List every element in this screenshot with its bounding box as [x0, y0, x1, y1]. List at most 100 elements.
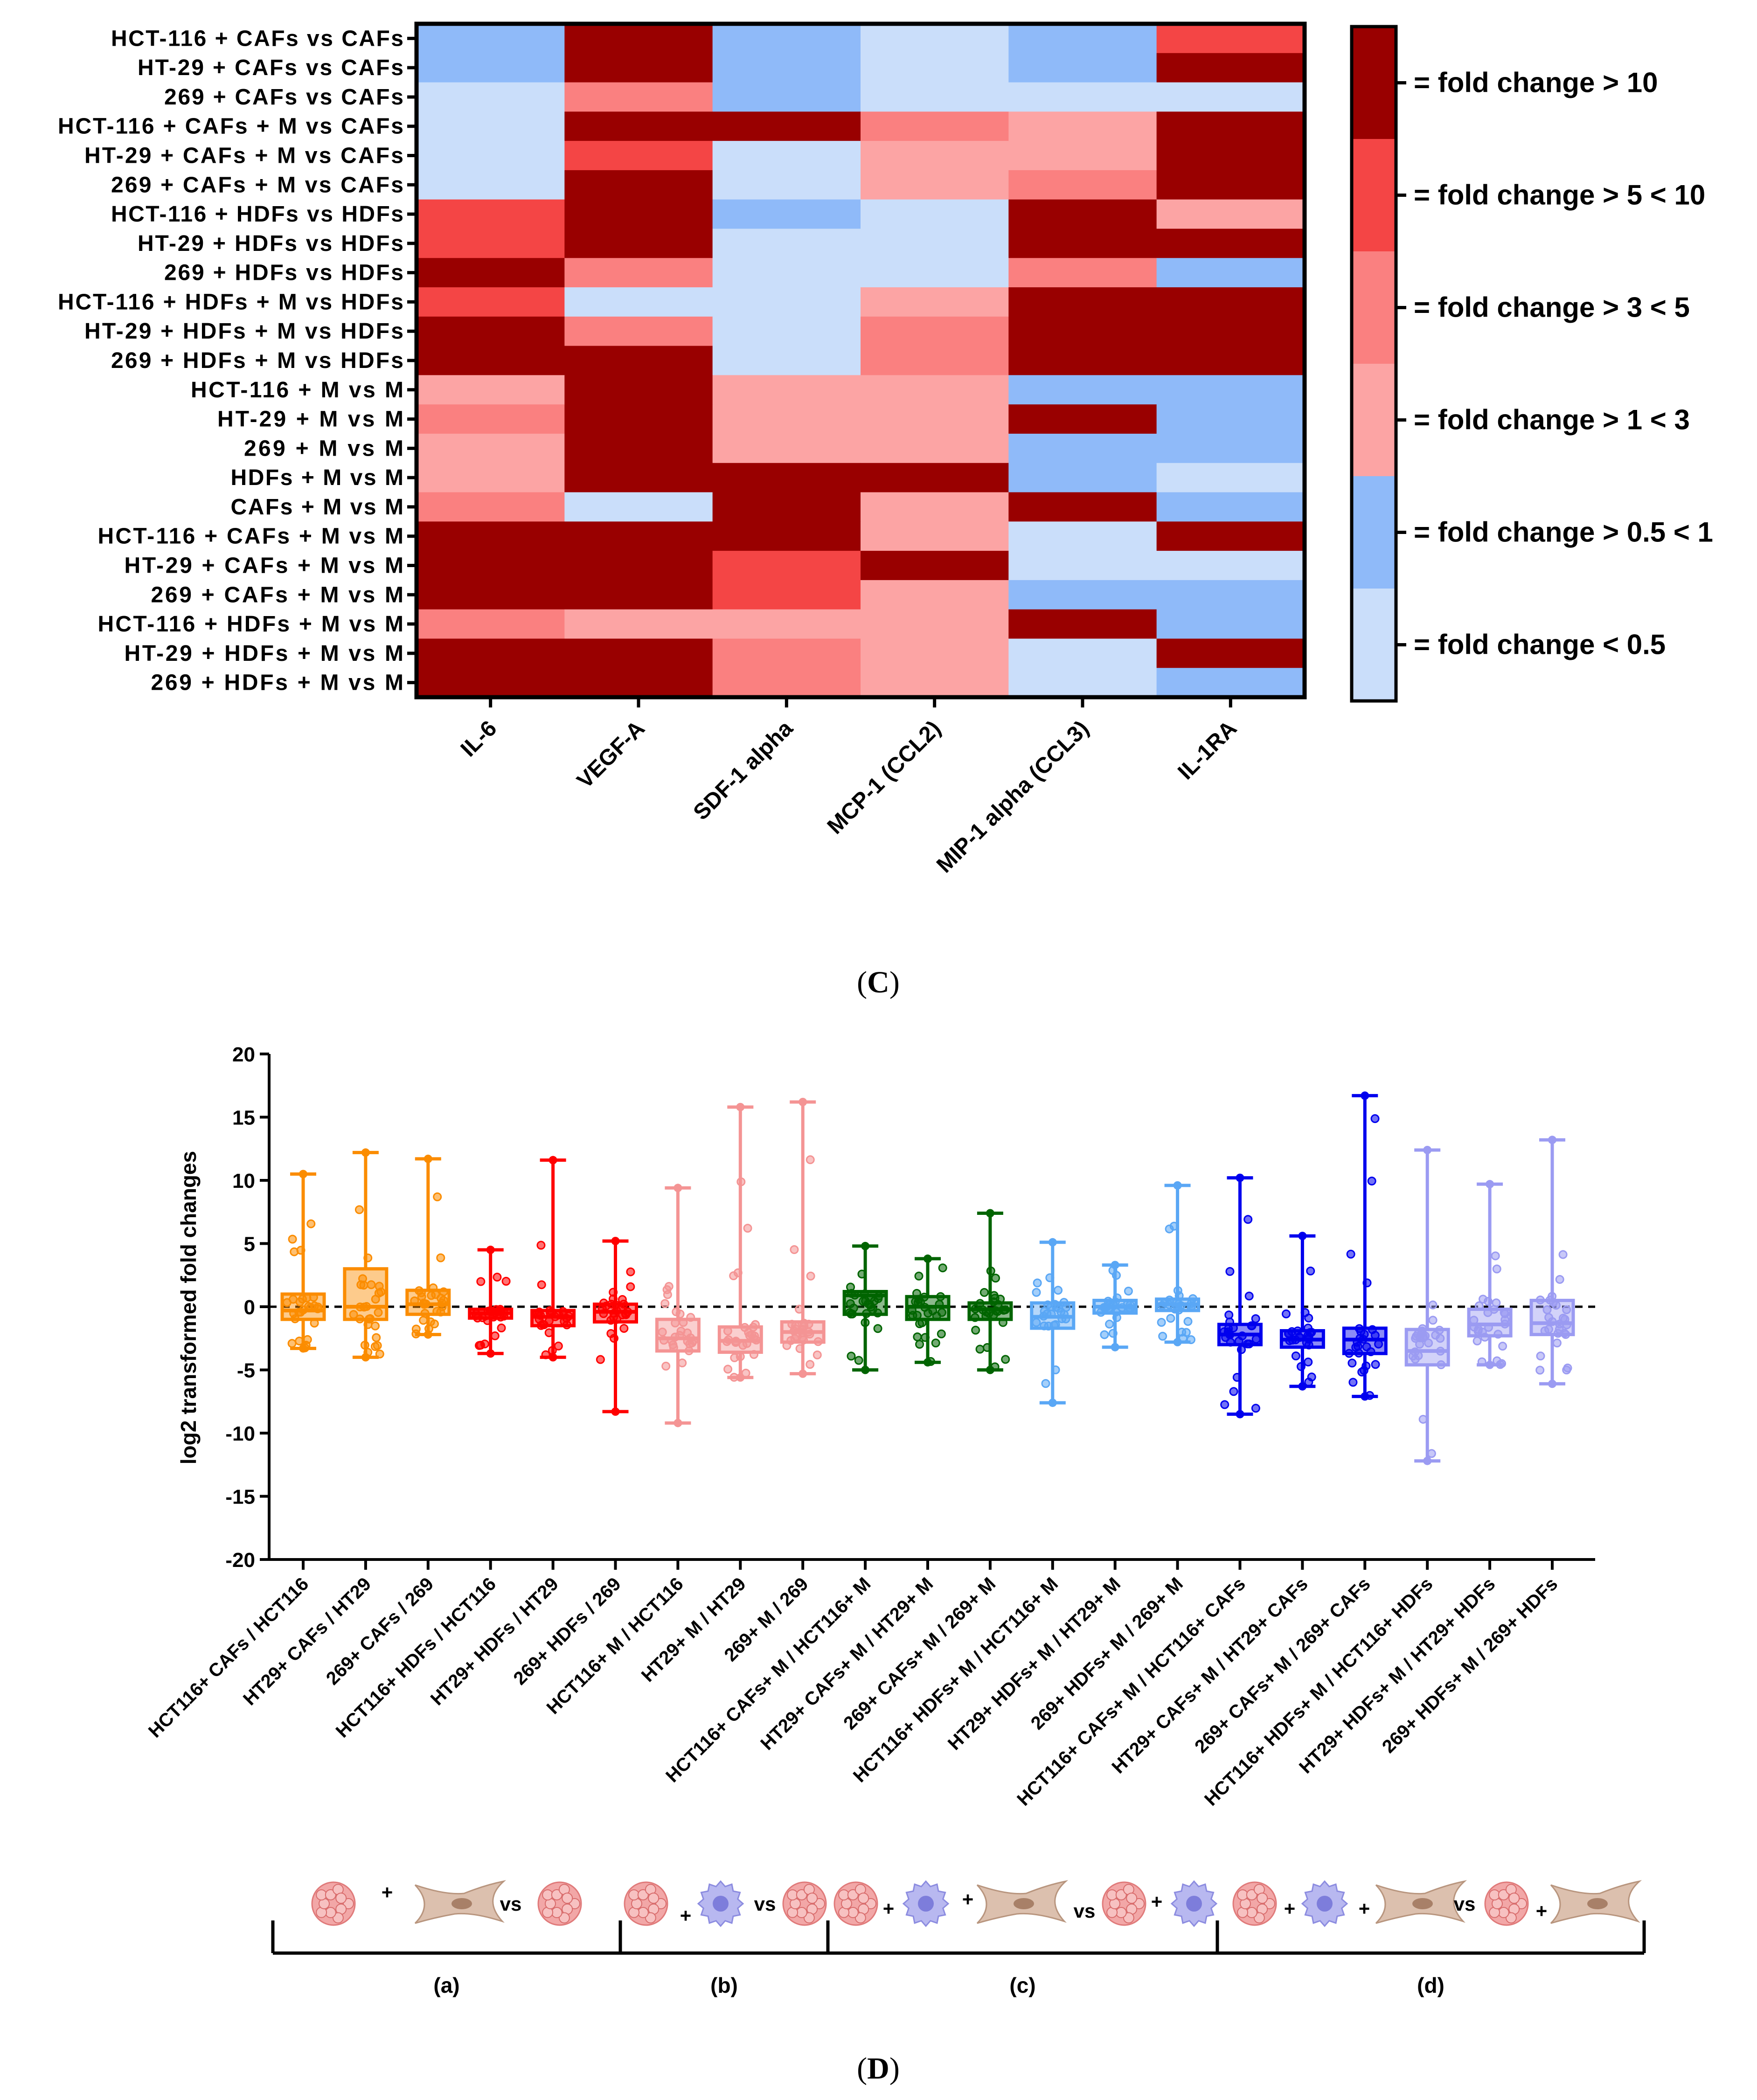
data-point: [799, 1335, 808, 1345]
data-point: [1174, 1291, 1184, 1300]
heatmap-cell: [1008, 668, 1157, 698]
plus-symbol: +: [883, 1898, 895, 1920]
data-point: [361, 1353, 370, 1362]
data-point: [306, 1219, 316, 1228]
fibroblast-icon: [976, 1880, 1069, 1924]
data-point: [419, 1300, 429, 1309]
row-label: HCT-116 + HDFs + M vs HDFs: [58, 290, 403, 314]
legend-label: = fold change < 0.5: [1414, 629, 1666, 660]
heatmap-cell: [861, 668, 1009, 698]
heatmap-cell: [564, 668, 713, 698]
heatmap-cell: [564, 433, 713, 464]
heatmap-cell: [861, 404, 1009, 434]
fibroblast-nucleus: [451, 1898, 472, 1909]
data-point: [738, 1341, 748, 1350]
data-point: [861, 1365, 870, 1374]
data-point: [417, 1288, 426, 1297]
data-point: [986, 1209, 994, 1218]
tumor-cell-lobe: [569, 1898, 580, 1909]
row-label: HCT-116 + CAFs + M vs CAFs: [58, 114, 403, 139]
heatmap-cell: [1156, 580, 1305, 610]
data-point: [743, 1224, 752, 1233]
heatmap-cell: [564, 521, 713, 551]
data-point: [806, 1360, 815, 1369]
data-point: [1498, 1342, 1507, 1351]
data-point: [1282, 1309, 1291, 1318]
data-point: [1124, 1286, 1133, 1296]
data-point: [1284, 1329, 1293, 1338]
data-point: [1105, 1319, 1114, 1329]
heatmap-cell: [564, 24, 713, 54]
data-point: [723, 1365, 733, 1374]
data-point: [313, 1303, 323, 1312]
plus-symbol: +: [1536, 1900, 1548, 1922]
row-label: HT-29 + HDFs vs HDFs: [138, 231, 403, 256]
data-point: [1051, 1365, 1060, 1374]
data-point: [731, 1338, 740, 1347]
box-6: [593, 1237, 638, 1416]
heatmap-cell: [564, 170, 713, 200]
heatmap-cell: [564, 229, 713, 258]
box-13: [1030, 1238, 1076, 1407]
tumor-cell-icon: [1232, 1881, 1277, 1926]
data-point: [975, 1299, 985, 1308]
box-17: [1279, 1232, 1325, 1391]
data-point: [1298, 1382, 1307, 1391]
data-point: [1359, 1335, 1368, 1344]
data-point: [1346, 1249, 1355, 1259]
tumor-cell-lobe: [796, 1907, 807, 1919]
heatmap-cell: [1008, 258, 1157, 288]
data-point: [736, 1373, 745, 1382]
data-point: [847, 1351, 856, 1361]
heatmap-cell: [861, 258, 1009, 288]
heatmap-cell: [417, 638, 565, 668]
legend-label: = fold change > 1 < 3: [1414, 404, 1690, 436]
data-point: [806, 1155, 815, 1164]
heatmap-cell: [417, 141, 565, 171]
data-point: [424, 1330, 432, 1339]
panel-label-c: (C): [857, 965, 900, 999]
box-16: [1217, 1173, 1263, 1419]
data-point: [749, 1350, 758, 1359]
tumor-cell-lobe: [558, 1912, 570, 1924]
data-point: [558, 1307, 568, 1316]
heatmap-cell: [861, 346, 1009, 375]
heatmap-cell: [861, 53, 1009, 83]
row-label: HCT-116 + CAFs + M vs M: [98, 524, 404, 549]
heatmap-cell: [1008, 24, 1157, 54]
heatmap-cell: [712, 668, 861, 698]
data-point: [370, 1321, 380, 1331]
heatmap-cell: [1156, 111, 1305, 141]
box-1: [280, 1170, 326, 1353]
fibroblast-icon: [1550, 1880, 1642, 1924]
data-point: [999, 1305, 1008, 1315]
data-point: [1437, 1360, 1446, 1369]
data-point: [736, 1177, 746, 1186]
heatmap-cell: [1008, 170, 1157, 200]
data-point: [675, 1310, 685, 1319]
heatmap-cell: [417, 492, 565, 522]
data-point: [750, 1331, 759, 1341]
heatmap-cell: [861, 82, 1009, 112]
tumor-cell-lobe: [325, 1907, 336, 1919]
tumor-cell-lobe: [1253, 1912, 1265, 1924]
macrophage-icon: [697, 1880, 744, 1927]
heatmap-column-labels: IL-6 VEGF-A SDF-1 alpha MCP-1 (CCL2)MIP-1 a…: [456, 697, 1242, 878]
heatmap-cell: [861, 638, 1009, 668]
heatmap-cell: [1156, 638, 1305, 668]
data-point: [290, 1247, 299, 1256]
data-point: [436, 1253, 445, 1262]
x-tick-label: HCT116+ HDFs+ M / HCT116+ HDFs: [1201, 1573, 1437, 1810]
data-point: [1166, 1314, 1175, 1323]
data-point: [937, 1329, 946, 1338]
heatmap-cell: [564, 141, 713, 171]
data-point: [813, 1337, 823, 1346]
data-point: [1158, 1301, 1167, 1310]
box-14: [1092, 1261, 1138, 1351]
data-point: [299, 1344, 307, 1353]
data-point: [438, 1302, 447, 1311]
box-7: [655, 1184, 701, 1428]
tumor-cell-lobe: [838, 1889, 850, 1901]
tumor-cell-lobe: [1264, 1898, 1275, 1909]
data-point: [355, 1302, 365, 1311]
